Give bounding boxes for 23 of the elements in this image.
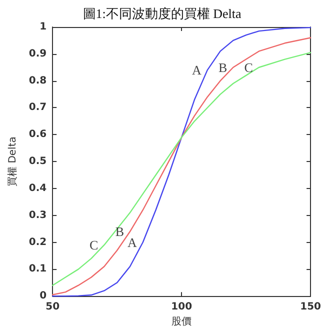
y-tick-label: 0.4 bbox=[28, 182, 47, 194]
annotation: B bbox=[115, 224, 124, 240]
y-tick-label: 0 bbox=[40, 290, 47, 302]
y-tick-label: 0.8 bbox=[28, 75, 47, 86]
y-tick-label: 0.6 bbox=[28, 129, 47, 140]
annotation: C bbox=[90, 237, 98, 252]
y-tick-label: 0.2 bbox=[28, 236, 47, 248]
y-tick-label: 1 bbox=[40, 22, 47, 32]
x-tick-label: 100 bbox=[171, 302, 192, 313]
annotation: A bbox=[192, 62, 202, 78]
x-tick-label: 150 bbox=[300, 302, 322, 313]
y-tick-label: 0.9 bbox=[28, 48, 47, 60]
annotation: C bbox=[244, 60, 253, 75]
y-tick-label: 0.7 bbox=[28, 102, 47, 114]
y-tick-label: 0.5 bbox=[28, 156, 47, 168]
y-axis-title: 買權 Delta bbox=[6, 136, 18, 186]
annotation: B bbox=[218, 60, 228, 75]
x-axis-title: 股價 bbox=[172, 316, 192, 328]
y-tick-label: 0.1 bbox=[28, 264, 47, 275]
chart-title: 圖1:不同波動度的買權 Delta bbox=[82, 6, 242, 21]
x-tick-label: 50 bbox=[46, 302, 60, 313]
y-tick-label: 0.3 bbox=[28, 210, 47, 221]
annotation: A bbox=[128, 234, 138, 250]
